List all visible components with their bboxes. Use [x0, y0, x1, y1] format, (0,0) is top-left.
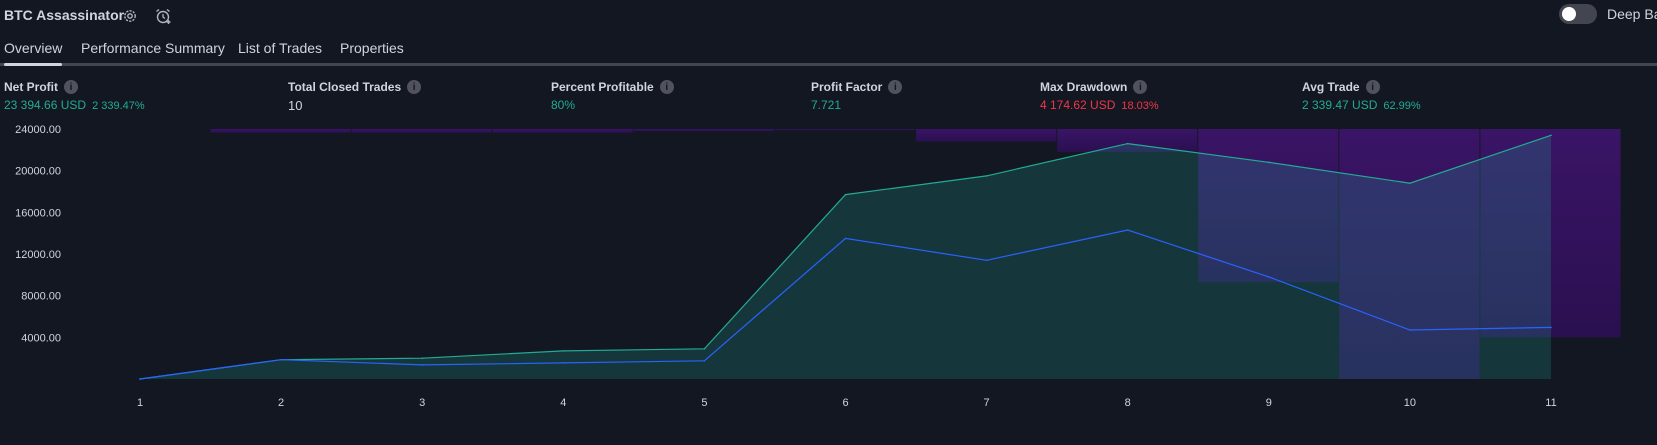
- data-point: [703, 359, 706, 362]
- data-point: [985, 259, 988, 262]
- x-tick-label: 5: [701, 397, 707, 409]
- metric-percent-profitable: Percent Profitable i 80%: [551, 80, 674, 112]
- metric-value: 10: [288, 98, 303, 113]
- data-point: [421, 364, 424, 366]
- x-tick-label: 4: [560, 397, 566, 409]
- metric-value: 23 394.66 USD: [4, 98, 87, 112]
- drawdown-bar: [1057, 129, 1198, 152]
- drawdown-bars: [210, 129, 1621, 379]
- tab-list-of-trades[interactable]: List of Trades: [238, 40, 323, 56]
- info-icon[interactable]: i: [1365, 80, 1380, 94]
- data-point: [1268, 161, 1270, 164]
- metric-value: 80%: [551, 98, 576, 112]
- x-tick-label: 8: [1125, 397, 1131, 409]
- metric-label: Net Profit: [4, 80, 58, 94]
- tab-track: [0, 63, 1657, 66]
- data-point: [139, 378, 141, 380]
- metric-avg-trade: Avg Trade i 2 339.47 USD 62.99%: [1302, 80, 1421, 112]
- data-point: [1126, 229, 1129, 231]
- metric-value: 2 339.47 USD: [1302, 98, 1378, 112]
- metric-value: 7.721: [811, 98, 842, 112]
- info-icon[interactable]: i: [888, 80, 903, 94]
- y-tick-label: 8000.00: [21, 291, 61, 303]
- drawdown-bar: [1480, 129, 1621, 338]
- tab-bar: Overview Performance Summary List of Tra…: [0, 36, 1657, 66]
- metric-percent: 18.03%: [1121, 100, 1159, 112]
- metric-label: Profit Factor: [811, 80, 883, 94]
- data-point: [844, 237, 847, 240]
- data-point: [844, 193, 847, 196]
- y-tick-label: 20000.00: [15, 166, 61, 178]
- drawdown-bar: [633, 129, 774, 132]
- data-point: [562, 362, 565, 364]
- x-tick-label: 6: [842, 397, 848, 409]
- x-tick-label: 2: [278, 397, 284, 409]
- metric-total-closed-trades: Total Closed Trades i 10: [288, 80, 422, 113]
- tab-overview[interactable]: Overview: [4, 40, 63, 56]
- tab-performance-summary[interactable]: Performance Summary: [81, 40, 225, 56]
- x-tick-label: 1: [137, 397, 143, 409]
- info-icon[interactable]: i: [1133, 80, 1148, 94]
- metric-max-drawdown: Max Drawdown i 4 174.62 USD 18.03%: [1040, 80, 1159, 112]
- gear-icon[interactable]: [120, 6, 140, 26]
- equity-area-fill: [140, 135, 1551, 379]
- metric-percent: 62.99%: [1383, 100, 1421, 112]
- metric-net-profit: Net Profit i 23 394.66 USD 2 339.47%: [4, 80, 145, 112]
- data-point: [703, 347, 706, 350]
- drawdown-bar: [210, 129, 351, 133]
- y-tick-label: 24000.00: [15, 124, 61, 136]
- data-point: [1409, 182, 1411, 184]
- strategy-title: BTC Assassinator: [4, 7, 125, 23]
- drawdown-bar: [1198, 129, 1339, 283]
- x-tick-label: 3: [419, 397, 425, 409]
- tab-properties[interactable]: Properties: [340, 40, 404, 56]
- metric-label: Total Closed Trades: [288, 80, 402, 94]
- metric-value: 4 174.62 USD: [1040, 98, 1116, 112]
- drawdown-bar: [351, 129, 492, 133]
- toggle-knob: [1562, 7, 1576, 21]
- x-tick-label: 11: [1545, 397, 1556, 409]
- info-icon[interactable]: i: [407, 80, 422, 94]
- data-point: [985, 175, 988, 177]
- y-tick-label: 16000.00: [15, 207, 61, 219]
- tab-active-indicator: [4, 63, 62, 66]
- metric-label: Avg Trade: [1302, 80, 1360, 94]
- y-tick-label: 4000.00: [21, 332, 61, 344]
- drawdown-bar: [492, 129, 633, 133]
- y-axis-labels: 4000.00 8000.00 12000.00 16000.00 20000.00 24…: [15, 124, 61, 344]
- data-point: [1409, 329, 1411, 331]
- info-icon[interactable]: i: [64, 80, 78, 94]
- alarm-clock-icon[interactable]: [153, 6, 173, 26]
- metric-percent: 2 339.47%: [92, 100, 145, 112]
- data-point: [1126, 142, 1129, 145]
- x-tick-label: 9: [1266, 397, 1272, 409]
- data-point: [280, 358, 282, 361]
- y-tick-label: 12000.00: [15, 249, 61, 261]
- equity-lines: [139, 134, 1552, 380]
- toggle-switch[interactable]: [1559, 4, 1597, 24]
- equity-area: [140, 135, 1551, 379]
- drawdown-bar: [916, 129, 1057, 142]
- x-tick-label: 7: [984, 397, 990, 409]
- metric-profit-factor: Profit Factor i 7.721: [811, 80, 903, 112]
- deep-backtesting-toggle[interactable]: Deep Backtesting: [1559, 4, 1657, 24]
- drawdown-bar: [1339, 129, 1480, 379]
- data-point: [1550, 326, 1552, 329]
- drawdown-bar: [774, 129, 916, 131]
- data-point: [421, 357, 424, 359]
- toggle-label: Deep Backtesting: [1607, 6, 1657, 22]
- x-tick-label: 10: [1404, 397, 1416, 409]
- metric-label: Percent Profitable: [551, 80, 654, 94]
- strategy-header: BTC Assassinator Deep Backtesting: [0, 0, 1657, 32]
- data-point: [1268, 276, 1270, 278]
- info-icon[interactable]: i: [659, 80, 674, 94]
- data-point: [1550, 134, 1552, 137]
- metric-label: Max Drawdown: [1040, 80, 1128, 94]
- x-axis-labels: 1 2 3 4 5 6 7 8 9 10 11: [137, 397, 1557, 409]
- data-point: [562, 350, 565, 352]
